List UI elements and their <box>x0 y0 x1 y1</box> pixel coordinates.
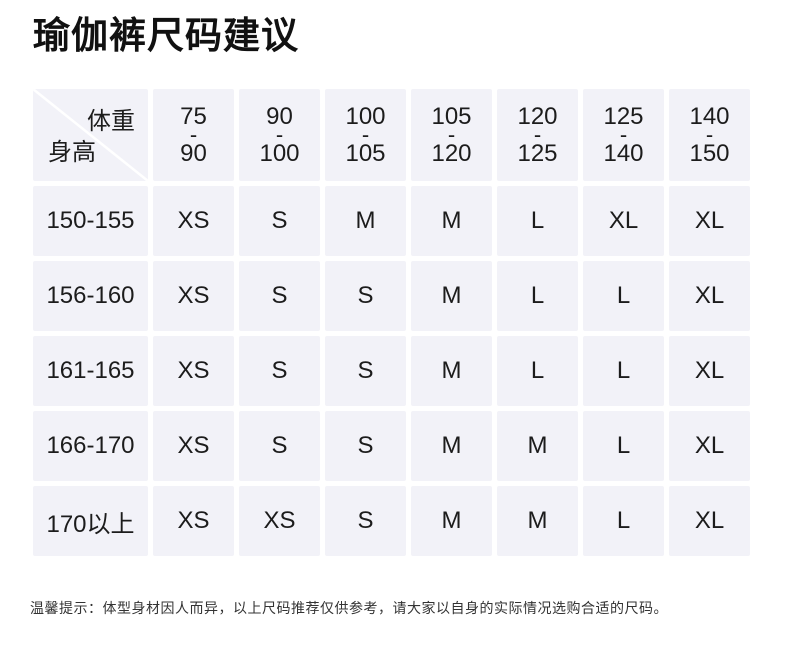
size-cell: XS <box>153 186 234 257</box>
size-cell: L <box>497 261 578 332</box>
size-cell: L <box>583 411 664 482</box>
height-axis-label: 身高 <box>48 139 96 167</box>
range-separator: - <box>705 122 714 148</box>
range-separator: - <box>447 122 456 148</box>
size-cell: M <box>411 261 492 332</box>
weight-column-header: 105 - 120 <box>411 89 492 182</box>
size-cell: XL <box>583 186 664 257</box>
height-row-header: 150-155 <box>33 186 148 257</box>
size-cell: XL <box>669 186 750 257</box>
size-cell: L <box>497 336 578 407</box>
weight-range-bottom: 90 <box>180 140 207 168</box>
diagonal-line <box>33 89 148 182</box>
height-row-header: 166-170 <box>33 411 148 482</box>
height-row-header: 156-160 <box>33 261 148 332</box>
weight-range-bottom: 120 <box>431 140 472 168</box>
size-cell: XL <box>669 486 750 557</box>
size-cell: XL <box>669 411 750 482</box>
weight-range-top: 75 <box>180 102 207 130</box>
size-cell: S <box>239 336 320 407</box>
size-chart-table: 体重 身高 75 - 90 90 - 100 100 - 105 105 - 1… <box>33 89 750 557</box>
range-separator: - <box>361 122 370 148</box>
weight-column-header: 120 - 125 <box>497 89 578 182</box>
weight-column-header: 100 - 105 <box>325 89 406 182</box>
size-cell: L <box>583 486 664 557</box>
weight-range-bottom: 150 <box>689 140 730 168</box>
weight-axis-label: 体重 <box>87 108 135 136</box>
weight-range-bottom: 105 <box>345 140 386 168</box>
weight-range-bottom: 100 <box>259 140 300 168</box>
size-cell: M <box>325 186 406 257</box>
size-cell: M <box>497 486 578 557</box>
size-cell: S <box>239 411 320 482</box>
size-cell: XS <box>153 411 234 482</box>
weight-column-header: 140 - 150 <box>669 89 750 182</box>
size-cell: XS <box>239 486 320 557</box>
size-cell: S <box>239 261 320 332</box>
weight-range-top: 140 <box>689 102 730 130</box>
size-cell: XS <box>153 486 234 557</box>
size-cell: M <box>411 486 492 557</box>
weight-range-bottom: 140 <box>603 140 644 168</box>
size-cell: L <box>497 186 578 257</box>
size-cell: XL <box>669 336 750 407</box>
weight-range-top: 125 <box>603 102 644 130</box>
size-cell: M <box>497 411 578 482</box>
range-separator: - <box>189 122 198 148</box>
range-separator: - <box>619 122 628 148</box>
size-cell: L <box>583 261 664 332</box>
weight-column-header: 75 - 90 <box>153 89 234 182</box>
size-cell: S <box>325 261 406 332</box>
size-cell: S <box>325 486 406 557</box>
weight-range-top: 120 <box>517 102 558 130</box>
size-cell: S <box>239 186 320 257</box>
height-row-header: 161-165 <box>33 336 148 407</box>
height-row-header: 170以上 <box>33 486 148 557</box>
size-cell: M <box>411 411 492 482</box>
size-cell: M <box>411 186 492 257</box>
corner-header-cell: 体重 身高 <box>33 89 148 182</box>
size-cell: S <box>325 411 406 482</box>
size-cell: XL <box>669 261 750 332</box>
size-cell: M <box>411 336 492 407</box>
size-cell: XS <box>153 261 234 332</box>
weight-column-header: 125 - 140 <box>583 89 664 182</box>
weight-range-top: 90 <box>266 102 293 130</box>
weight-range-top: 100 <box>345 102 386 130</box>
size-cell: L <box>583 336 664 407</box>
footer-note: 温馨提示：体型身材因人而异，以上尺码推荐仅供参考，请大家以自身的实际情况选购合适… <box>30 600 668 617</box>
weight-range-top: 105 <box>431 102 472 130</box>
weight-range-bottom: 125 <box>517 140 558 168</box>
size-cell: S <box>325 336 406 407</box>
size-cell: XS <box>153 336 234 407</box>
page-title: 瑜伽裤尺码建议 <box>33 15 299 56</box>
weight-column-header: 90 - 100 <box>239 89 320 182</box>
range-separator: - <box>533 122 542 148</box>
range-separator: - <box>275 122 284 148</box>
